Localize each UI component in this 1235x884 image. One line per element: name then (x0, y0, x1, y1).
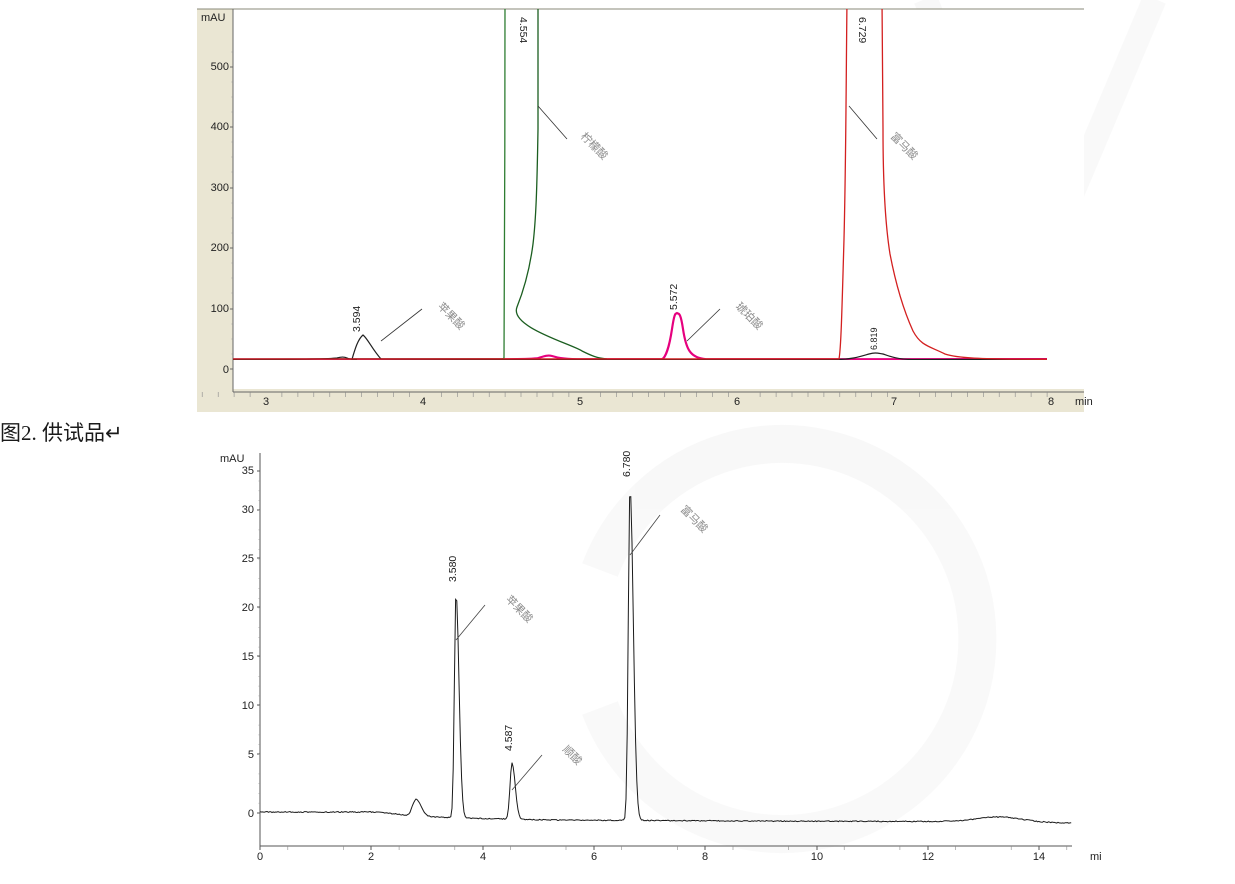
svg-text:10: 10 (811, 851, 823, 863)
svg-text:6.729: 6.729 (856, 17, 868, 43)
svg-text:苹果酸: 苹果酸 (503, 592, 536, 625)
svg-text:6: 6 (591, 851, 597, 863)
svg-text:35: 35 (242, 465, 254, 477)
svg-text:4: 4 (480, 851, 486, 863)
svg-text:20: 20 (242, 602, 254, 614)
svg-text:0: 0 (223, 364, 229, 376)
svg-text:15: 15 (242, 651, 254, 663)
svg-text:6: 6 (734, 396, 740, 408)
svg-text:mAU: mAU (201, 12, 226, 24)
svg-text:min: min (1075, 396, 1093, 408)
svg-text:2: 2 (368, 851, 374, 863)
svg-text:mAU: mAU (220, 453, 245, 465)
svg-text:10: 10 (242, 700, 254, 712)
svg-text:8: 8 (1048, 396, 1054, 408)
svg-text:4.554: 4.554 (517, 17, 529, 43)
svg-text:400: 400 (211, 121, 229, 133)
svg-text:14: 14 (1033, 851, 1045, 863)
svg-text:0: 0 (257, 851, 263, 863)
svg-text:4.587: 4.587 (503, 725, 515, 751)
svg-text:3: 3 (263, 396, 269, 408)
svg-text:0: 0 (248, 808, 254, 820)
svg-text:7: 7 (891, 396, 897, 408)
svg-text:8: 8 (702, 851, 708, 863)
svg-text:6.819: 6.819 (869, 327, 879, 350)
svg-text:5.572: 5.572 (668, 284, 680, 310)
svg-text:25: 25 (242, 553, 254, 565)
svg-text:3.594: 3.594 (351, 306, 363, 332)
svg-text:30: 30 (242, 504, 254, 516)
svg-text:3.580: 3.580 (447, 556, 459, 582)
svg-text:4: 4 (420, 396, 426, 408)
svg-text:5: 5 (248, 749, 254, 761)
svg-text:富马酸: 富马酸 (678, 502, 711, 535)
svg-text:顺酸: 顺酸 (560, 742, 585, 767)
svg-text:300: 300 (211, 182, 229, 194)
svg-text:mi: mi (1090, 851, 1102, 863)
svg-text:500: 500 (211, 61, 229, 73)
svg-text:200: 200 (211, 242, 229, 254)
svg-text:5: 5 (577, 396, 583, 408)
svg-text:12: 12 (922, 851, 934, 863)
svg-text:6.780: 6.780 (621, 451, 633, 477)
svg-text:100: 100 (211, 303, 229, 315)
